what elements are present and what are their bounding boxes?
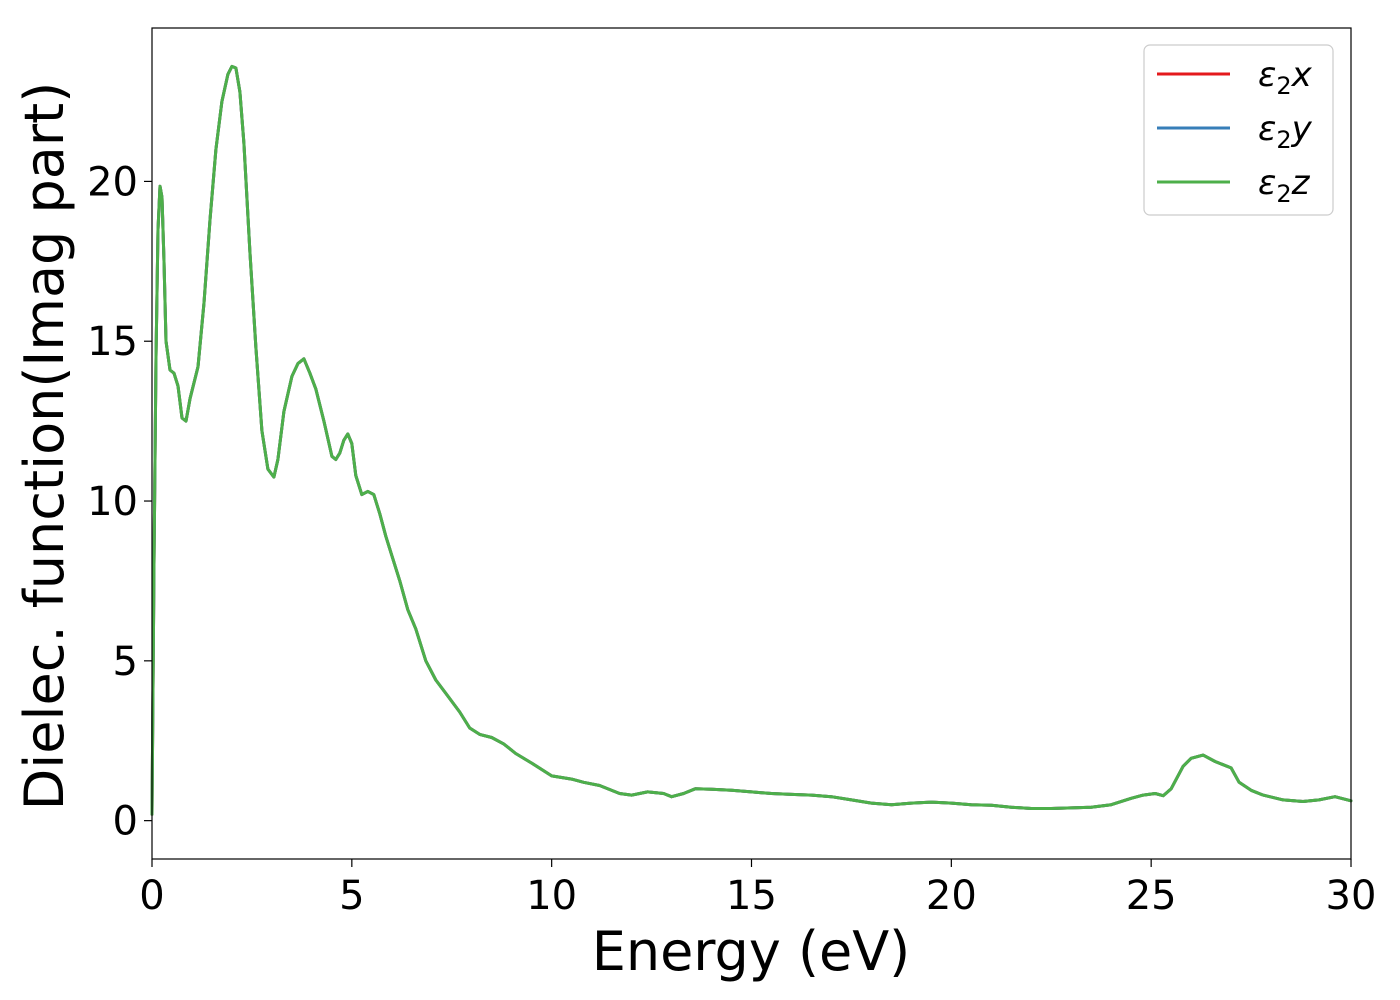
y-axis-title: Dielec. function(Imag part)	[13, 82, 76, 811]
legend: ε2x ε2y ε2z	[1143, 44, 1334, 216]
legend-label-2: ε2y	[1258, 109, 1313, 154]
x-tick-label: 0	[139, 873, 164, 919]
x-axis-ticks: 0 5 10 15 20 25 30	[139, 859, 1376, 919]
x-tick-label: 20	[926, 873, 977, 919]
y-tick-label: 0	[113, 799, 138, 845]
x-axis-title: Energy (eV)	[592, 920, 911, 983]
series-line-3	[150, 64, 1353, 816]
x-tick-label: 5	[339, 873, 364, 919]
legend-box	[1143, 44, 1334, 216]
y-tick-label: 10	[87, 479, 138, 525]
legend-label-3: ε2z	[1258, 163, 1311, 208]
y-tick-label: 20	[87, 159, 138, 205]
x-tick-label: 15	[726, 873, 777, 919]
legend-label-1: ε2x	[1258, 55, 1313, 100]
plot-lines	[150, 64, 1353, 816]
y-tick-label: 15	[87, 319, 138, 365]
x-tick-label: 10	[526, 873, 577, 919]
x-tick-label: 25	[1126, 873, 1177, 919]
y-tick-label: 5	[113, 639, 138, 685]
y-axis-ticks: 0 5 10 15 20	[87, 159, 152, 845]
x-tick-label: 30	[1326, 873, 1377, 919]
